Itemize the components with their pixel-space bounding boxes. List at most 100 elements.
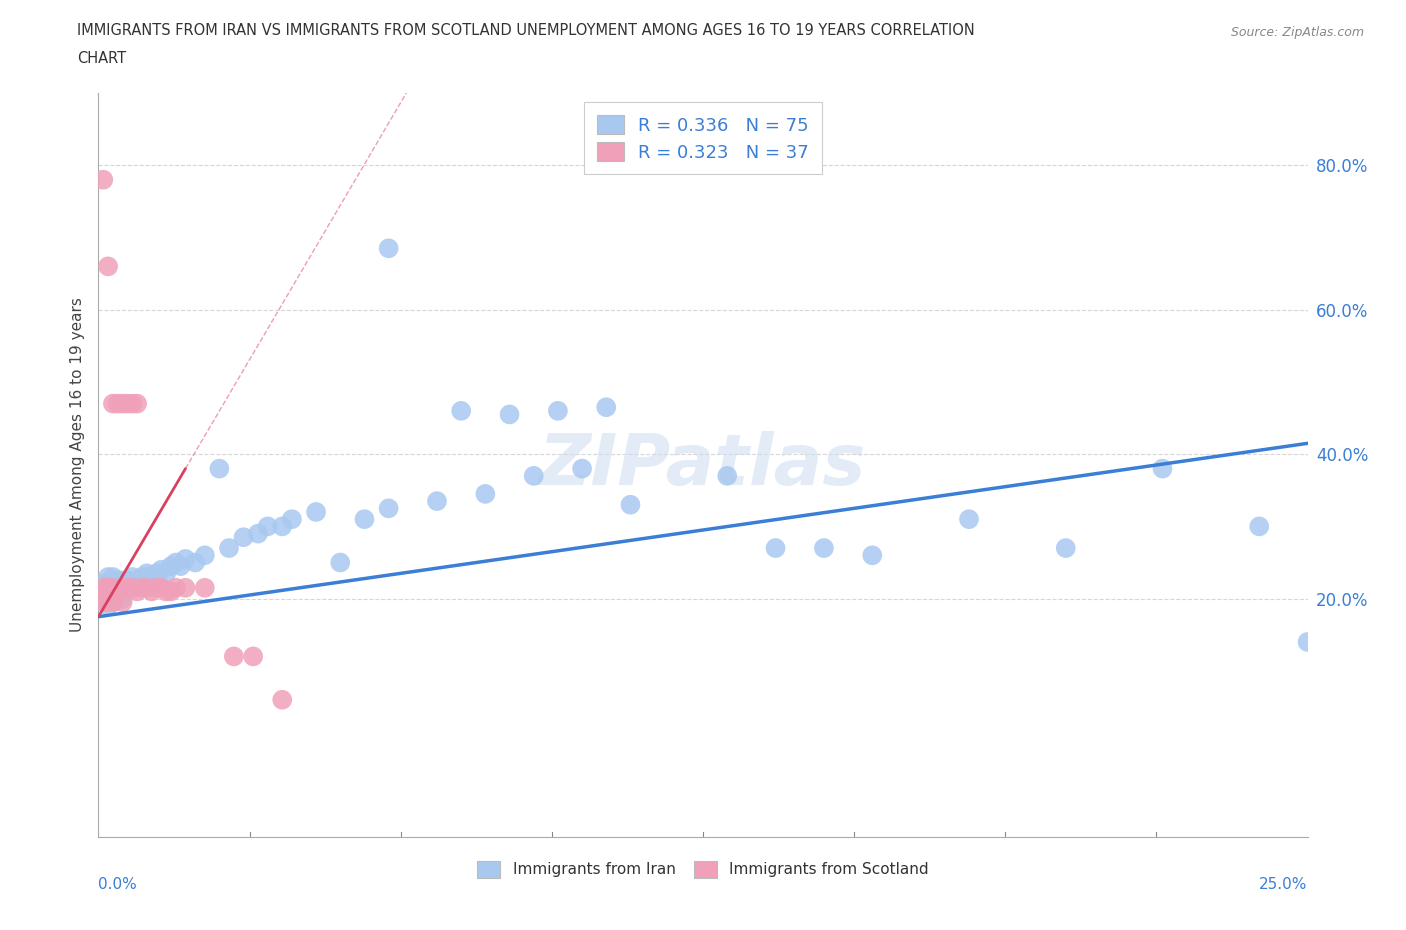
Point: [101, 569, 124, 584]
Point: [91, 588, 114, 603]
Point: [101, 580, 124, 595]
Point: [135, 569, 157, 584]
Point: [716, 469, 738, 484]
Point: [247, 526, 270, 541]
Point: [97, 580, 120, 595]
Point: [107, 573, 129, 588]
Point: [117, 573, 139, 588]
Point: [91, 172, 114, 187]
Point: [377, 241, 399, 256]
Text: ZIPatlas: ZIPatlas: [540, 431, 866, 499]
Text: 0.0%: 0.0%: [98, 877, 138, 892]
Point: [281, 512, 304, 526]
Text: CHART: CHART: [77, 51, 127, 66]
Point: [107, 584, 129, 599]
Point: [131, 580, 153, 595]
Point: [222, 649, 245, 664]
Point: [101, 577, 124, 591]
Point: [174, 551, 197, 566]
Point: [107, 580, 129, 595]
Point: [117, 396, 139, 411]
Point: [141, 584, 163, 599]
Point: [141, 573, 163, 588]
Point: [135, 566, 157, 581]
Point: [353, 512, 375, 526]
Point: [145, 566, 167, 581]
Point: [619, 498, 641, 512]
Point: [101, 580, 124, 595]
Point: [97, 577, 120, 591]
Point: [97, 259, 120, 273]
Point: [97, 595, 120, 610]
Point: [101, 595, 124, 610]
Legend: Immigrants from Iran, Immigrants from Scotland: Immigrants from Iran, Immigrants from Sc…: [470, 853, 936, 885]
Point: [101, 584, 124, 599]
Point: [101, 584, 124, 599]
Point: [232, 530, 254, 545]
Point: [595, 400, 617, 415]
Point: [127, 573, 149, 588]
Point: [117, 580, 139, 595]
Text: 25.0%: 25.0%: [1260, 877, 1308, 892]
Point: [218, 540, 240, 555]
Point: [1054, 540, 1077, 555]
Point: [160, 584, 183, 599]
Point: [91, 584, 114, 599]
Point: [111, 580, 134, 595]
Point: [155, 584, 177, 599]
Point: [271, 519, 294, 534]
Point: [571, 461, 593, 476]
Point: [91, 577, 114, 591]
Point: [91, 595, 114, 610]
Point: [1249, 519, 1271, 534]
Point: [305, 504, 328, 519]
Point: [860, 548, 883, 563]
Point: [91, 580, 114, 595]
Point: [111, 591, 134, 606]
Point: [117, 577, 139, 591]
Point: [813, 540, 835, 555]
Point: [101, 591, 124, 606]
Point: [474, 486, 496, 501]
Point: [91, 580, 114, 595]
Point: [1296, 634, 1319, 649]
Point: [107, 396, 129, 411]
Point: [91, 595, 114, 610]
Point: [97, 584, 120, 599]
Point: [329, 555, 352, 570]
Point: [242, 649, 264, 664]
Point: [957, 512, 980, 526]
Point: [547, 404, 569, 418]
Point: [131, 569, 153, 584]
Point: [117, 580, 139, 595]
Point: [121, 580, 143, 595]
Point: [97, 591, 120, 606]
Point: [184, 555, 207, 570]
Point: [174, 580, 197, 595]
Point: [91, 588, 114, 603]
Point: [111, 580, 134, 595]
Point: [111, 573, 134, 588]
Point: [194, 548, 217, 563]
Point: [127, 396, 149, 411]
Point: [121, 569, 143, 584]
Point: [101, 396, 124, 411]
Text: Source: ZipAtlas.com: Source: ZipAtlas.com: [1230, 26, 1364, 39]
Point: [97, 584, 120, 599]
Point: [97, 598, 120, 613]
Y-axis label: Unemployment Among Ages 16 to 19 years: Unemployment Among Ages 16 to 19 years: [69, 298, 84, 632]
Point: [765, 540, 787, 555]
Point: [150, 563, 173, 578]
Point: [111, 396, 134, 411]
Point: [121, 577, 143, 591]
Point: [165, 580, 187, 595]
Point: [165, 555, 187, 570]
Point: [498, 407, 520, 422]
Point: [111, 595, 134, 610]
Text: IMMIGRANTS FROM IRAN VS IMMIGRANTS FROM SCOTLAND UNEMPLOYMENT AMONG AGES 16 TO 1: IMMIGRANTS FROM IRAN VS IMMIGRANTS FROM …: [77, 23, 976, 38]
Point: [256, 519, 278, 534]
Point: [127, 584, 149, 599]
Point: [131, 577, 153, 591]
Point: [208, 461, 231, 476]
Point: [121, 580, 143, 595]
